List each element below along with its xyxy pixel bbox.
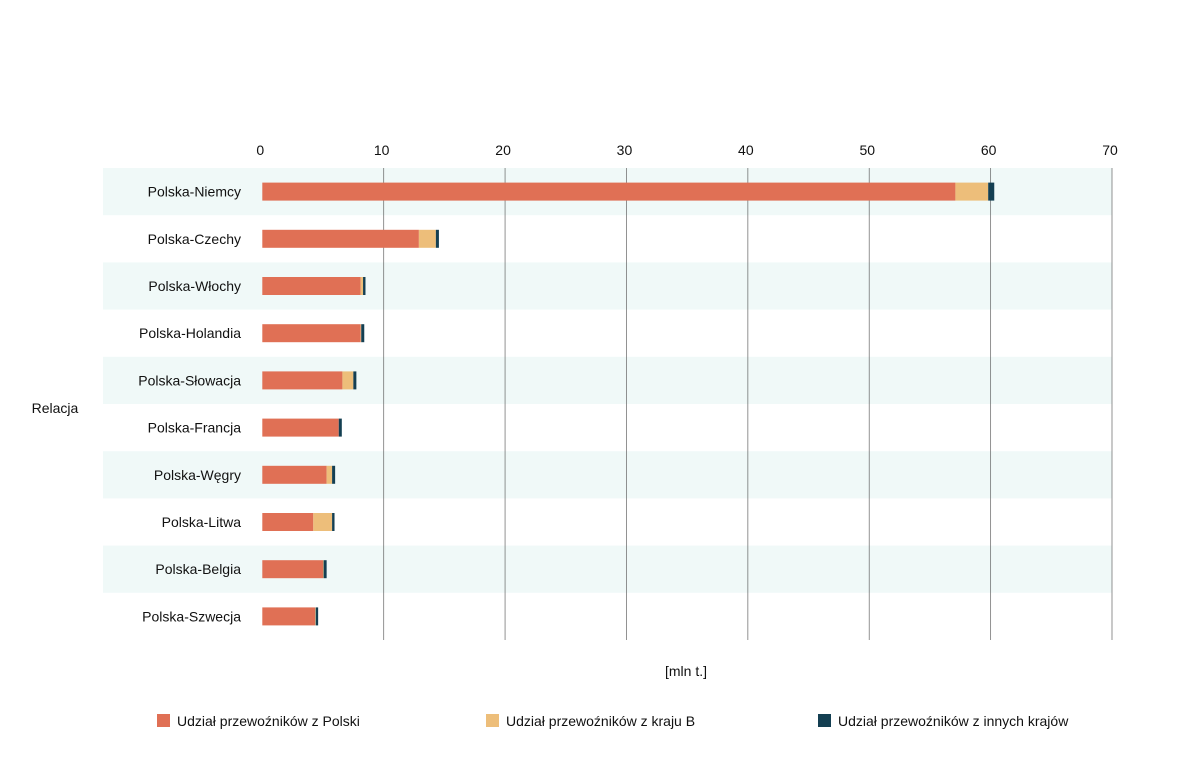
category-label: Polska-Holandia	[139, 325, 241, 341]
bar-segment-2	[418, 229, 436, 248]
x-tick-label: 50	[859, 142, 875, 158]
bar-segment-1	[262, 229, 419, 248]
row-band	[103, 545, 1112, 593]
bar-segment-2	[955, 182, 989, 201]
category-label: Polska-Niemcy	[148, 184, 241, 200]
bar-segment-1	[262, 371, 343, 390]
bar-segment-1	[262, 182, 956, 201]
category-label: Polska-Belgia	[155, 561, 241, 577]
category-label: Polska-Litwa	[162, 514, 242, 530]
bar-segment-3	[988, 182, 995, 201]
row-band	[103, 356, 1112, 404]
category-label: Polska-Włochy	[148, 278, 241, 294]
bar-segment-1	[262, 560, 323, 579]
x-tick-label: 60	[981, 142, 997, 158]
legend-swatch	[486, 714, 499, 727]
bar-segment-2	[326, 465, 333, 484]
bar-segment-1	[262, 513, 314, 531]
legend-swatch	[157, 714, 170, 727]
bar-segment-3	[435, 229, 439, 248]
x-axis-label: [mln t.]	[665, 663, 707, 679]
bar-segment-2	[360, 277, 364, 295]
legend-label: Udział przewoźników z kraju B	[506, 713, 695, 729]
bar-segment-3	[332, 465, 336, 484]
bar-segment-1	[262, 277, 361, 295]
x-tick-label: 20	[495, 142, 511, 158]
x-tick-label: 10	[374, 142, 390, 158]
bar-segment-1	[262, 418, 339, 437]
category-label: Polska-Szwecja	[142, 608, 241, 624]
bar-segment-3	[332, 513, 335, 531]
bar-segment-2	[315, 607, 316, 626]
bar-segment-1	[262, 465, 327, 484]
row-band	[103, 451, 1112, 499]
bar-segment-2	[342, 371, 354, 390]
bar-segment-3	[353, 371, 357, 390]
bar-segment-1	[262, 324, 361, 343]
bar-segment-2	[360, 324, 362, 343]
x-tick-label: 70	[1102, 142, 1118, 158]
bar-segment-3	[323, 560, 327, 579]
bar-segment-3	[363, 277, 366, 295]
category-label: Polska-Węgry	[154, 467, 241, 483]
legend-label: Udział przewoźników z Polski	[177, 713, 360, 729]
category-label: Polska-Francja	[148, 420, 242, 436]
category-label: Polska-Czechy	[148, 231, 241, 247]
y-axis-label: Relacja	[32, 400, 79, 416]
legend: Udział przewoźników z Polski Udział przew…	[157, 713, 1069, 729]
category-label: Polska-Słowacja	[138, 372, 241, 388]
x-tick-label: 40	[738, 142, 754, 158]
bar-segment-3	[315, 607, 319, 626]
bar-segment-3	[338, 418, 342, 437]
bar-segment-2	[313, 513, 333, 531]
bar-segment-3	[361, 324, 365, 343]
row-band	[103, 262, 1112, 310]
bar-segment-1	[262, 607, 316, 626]
x-tick-label: 30	[617, 142, 633, 158]
x-tick-label: 0	[256, 142, 264, 158]
legend-swatch	[818, 714, 831, 727]
legend-label: Udział przewoźników z innych krajów	[838, 713, 1069, 729]
bar-segment-2	[322, 560, 324, 579]
